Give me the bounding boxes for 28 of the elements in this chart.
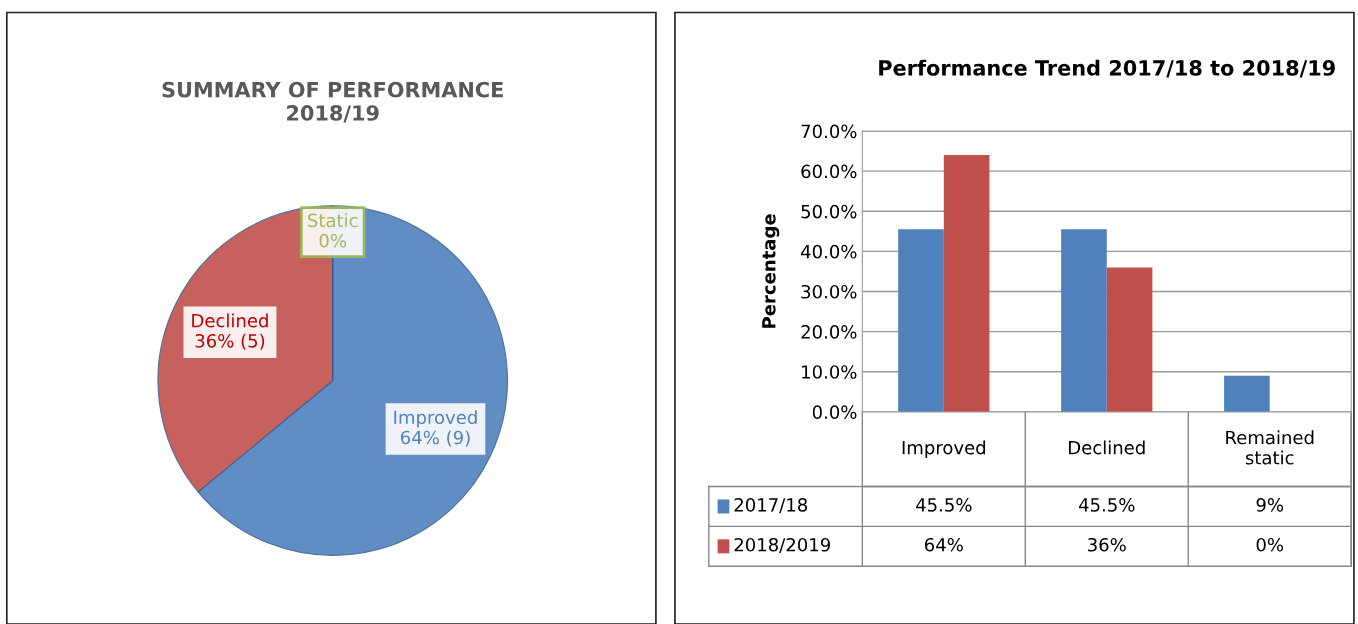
slice-label: Improved [394,410,477,428]
text: 0% [319,233,347,248]
legend-label: 2018/2019 [734,537,830,553]
y-tick-label: 40.0% [800,244,857,259]
y-tick-label: 30.0% [801,284,857,299]
data-label: 45.5% [1078,498,1135,512]
category-label: Static [308,213,358,228]
data-label: 0% [1256,537,1284,552]
y-axis-title: Percentage [762,214,780,328]
data-label: 36% (5) [195,333,265,350]
data-label: 45.5% [916,498,972,512]
x-tick-label: Improved [902,440,986,458]
slice-label: Declined [192,313,268,328]
y-tick-label: 70.0% [801,124,857,139]
data-label: 64% [925,537,963,552]
data-label: 64% (9) [401,430,470,447]
y-tick-label: 60.0% [801,164,857,179]
y-tick-label: 50.0% [801,204,857,219]
data-label: 36% [1088,537,1126,552]
x-tick-label: Declined [1069,440,1145,455]
chart-title: SUMMARY OF PERFORMANCE 2018/19 [162,81,503,123]
y-tick-label: 20.0% [801,325,857,339]
data-label: 9% [1256,498,1284,512]
legend-label: 2017/18 [734,498,808,514]
chart-title: Performance Trend 2017/18 to 2018/19 [879,59,1335,78]
y-tick-label: 0.0% [812,405,857,419]
x-tick-label: Remained static [1226,430,1314,465]
y-tick-label: 10.0% [802,365,857,379]
